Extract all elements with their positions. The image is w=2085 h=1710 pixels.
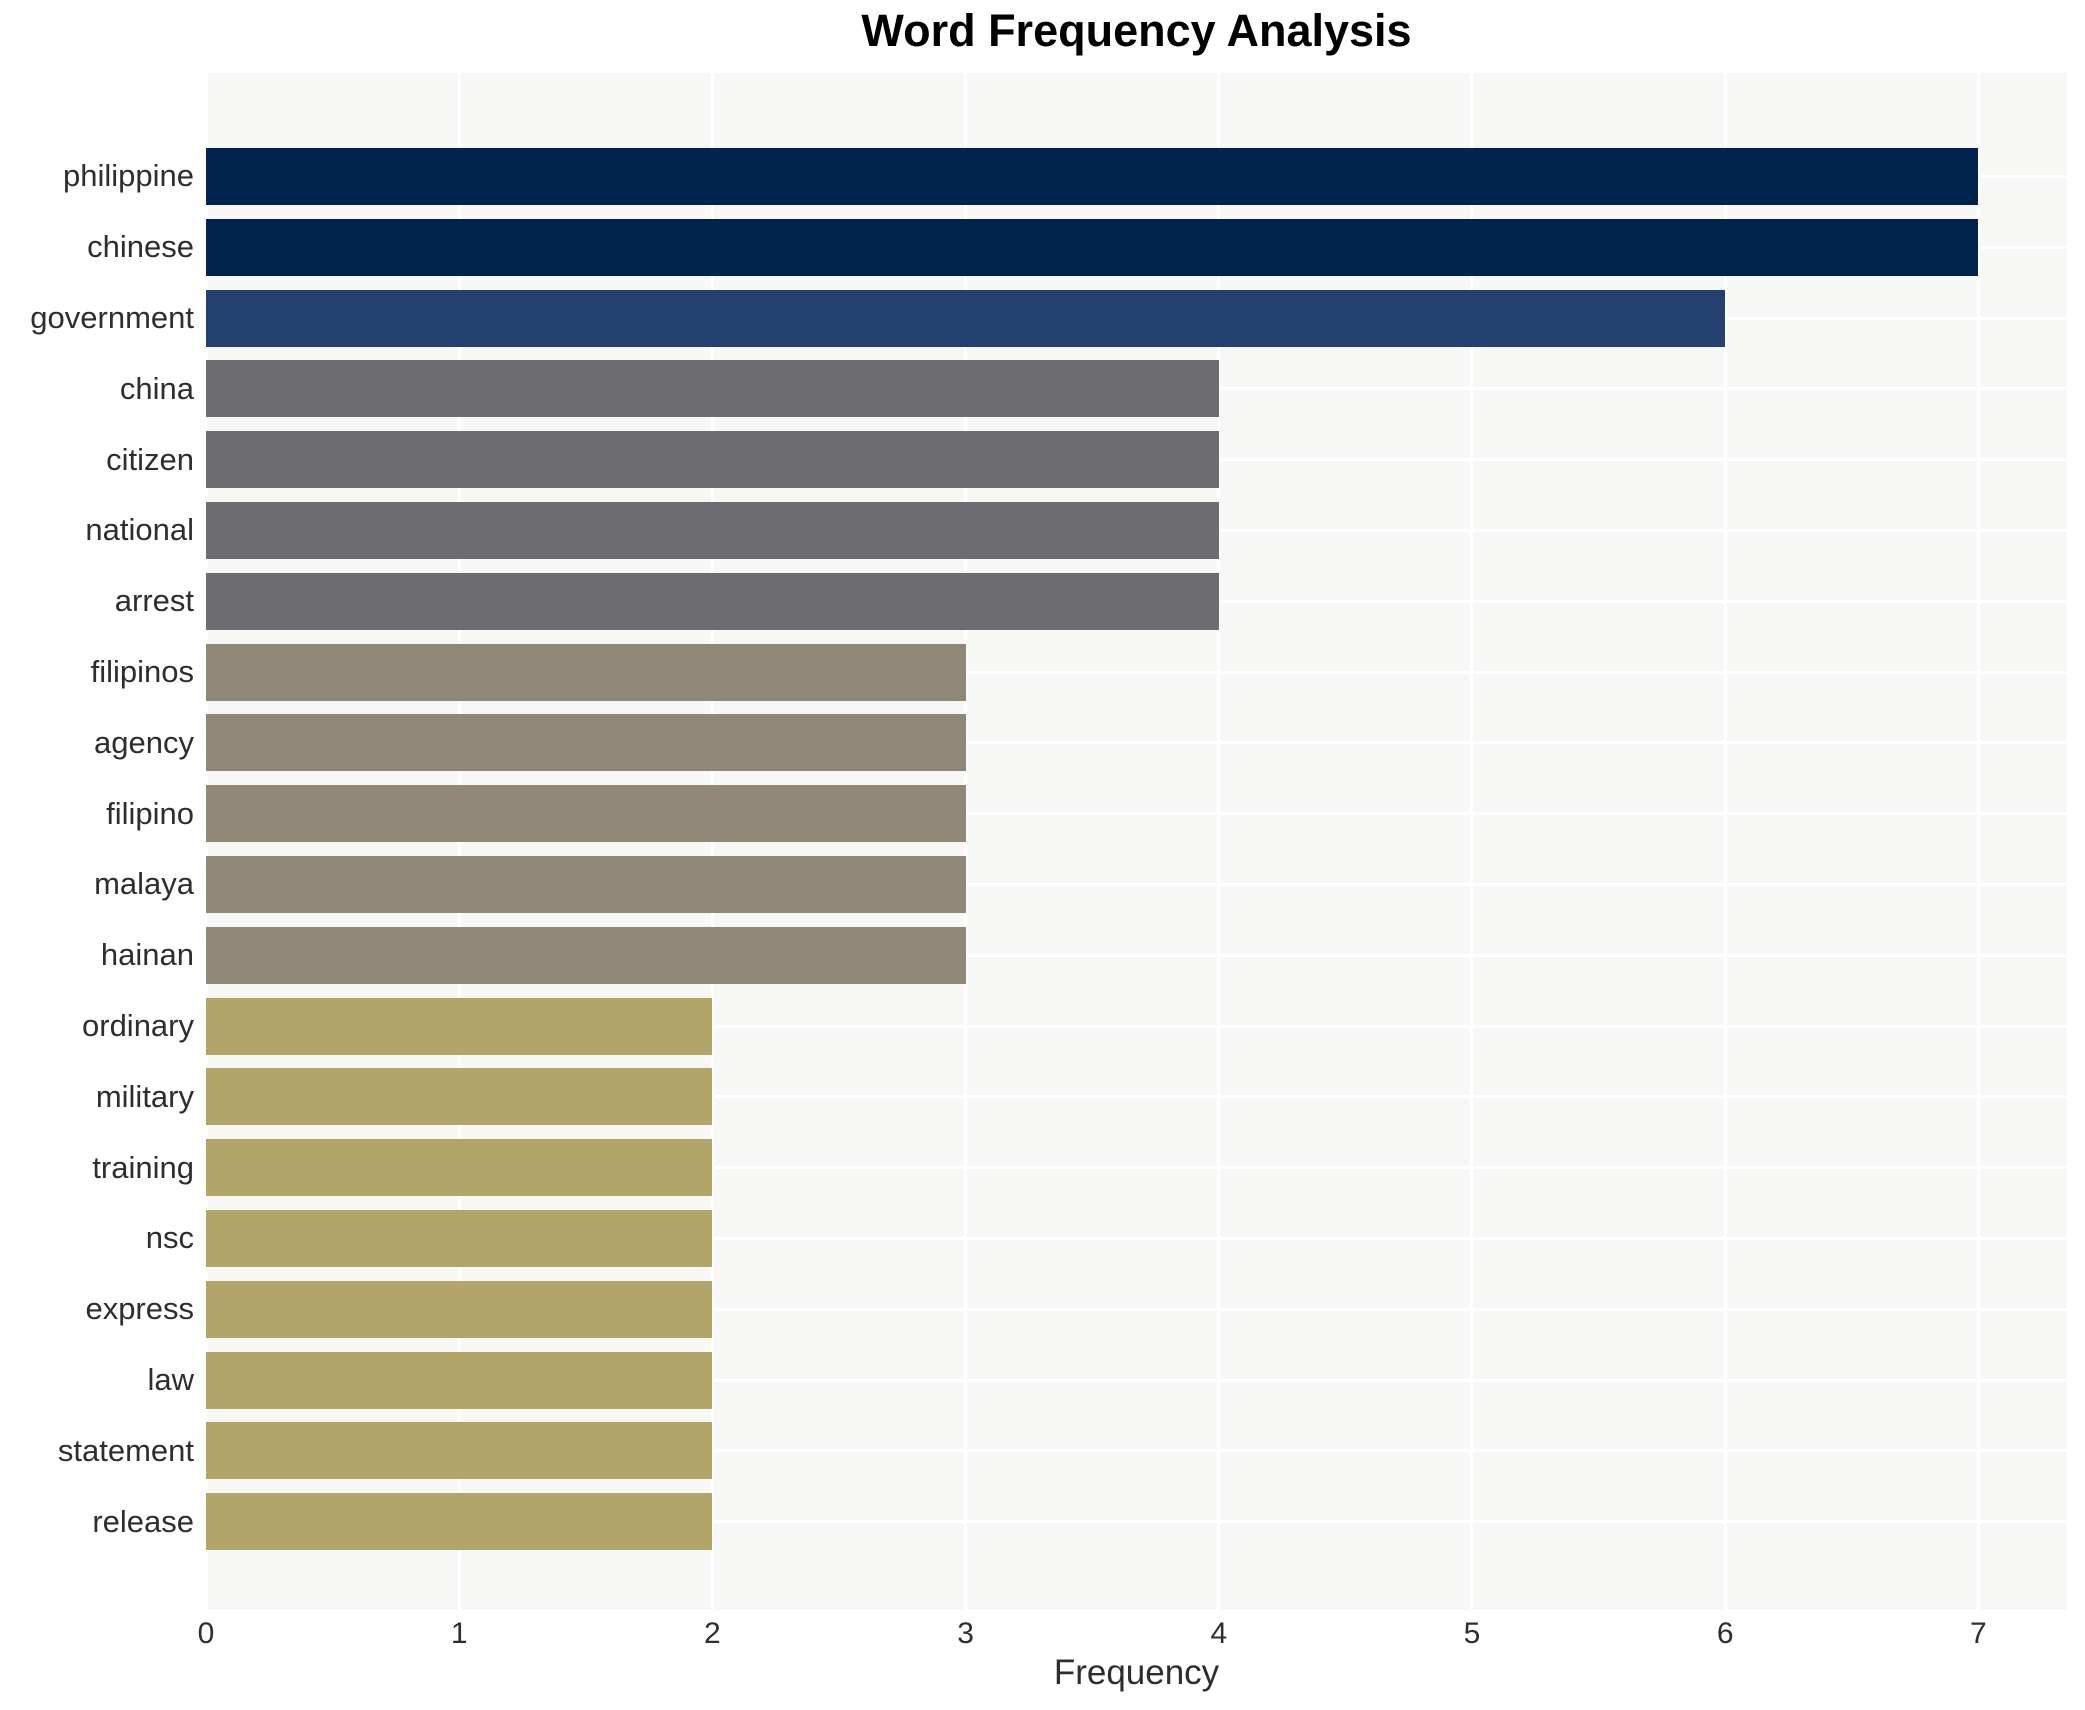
horizontal-gridline [206,741,2067,745]
horizontal-gridline [206,882,2067,886]
category-label-arrest: arrest [114,583,194,619]
category-label-release: release [92,1503,194,1539]
category-label-training: training [92,1149,194,1185]
category-label-philippine: philippine [63,158,194,194]
category-label-chinese: chinese [87,229,194,265]
vertical-gridline [1723,73,1727,1610]
bar-agency [206,714,966,772]
horizontal-gridline [206,1520,2067,1524]
chart-title: Word Frequency Analysis [861,5,1412,56]
category-label-hainan: hainan [100,937,194,973]
bar-statement [206,1422,713,1480]
horizontal-gridline [206,1236,2067,1240]
category-label-malaya: malaya [94,866,194,902]
bar-filipinos [206,643,966,701]
vertical-gridline [1217,73,1221,1610]
horizontal-gridline [206,1166,2067,1170]
category-label-ordinary: ordinary [82,1008,194,1043]
category-label-agency: agency [94,724,194,760]
bar-hainan [206,926,966,984]
bar-express [206,1280,713,1338]
horizontal-gridline [206,1449,2067,1453]
horizontal-gridline [206,1024,2067,1028]
x-tick-label: 1 [450,1617,468,1650]
horizontal-gridline [206,670,2067,674]
x-tick-label: 3 [957,1617,974,1650]
category-label-law: law [147,1362,194,1397]
bar-chinese [206,218,1979,276]
bar-filipino [206,785,966,843]
bar-training [206,1139,713,1197]
bar-ordinary [206,997,713,1055]
category-label-filipino: filipino [106,795,194,831]
y-axis-labels: philippine chinese government china citizen n… [0,73,194,1610]
bar-government [206,289,1726,347]
category-label-express: express [85,1291,194,1327]
vertical-gridline [1976,73,1980,1610]
bar-philippine [206,147,1979,205]
bar-military [206,1068,713,1126]
vertical-gridline [1470,73,1474,1610]
category-label-military: military [95,1078,194,1114]
x-tick-label: 2 [704,1617,721,1650]
horizontal-gridline [206,1378,2067,1382]
bar-law [206,1351,713,1409]
x-axis-title: Frequency [1053,1653,1220,1692]
plot-area [204,73,2067,1610]
category-label-national: national [85,512,194,548]
category-label-filipinos: filipinos [90,654,194,689]
bar-nsc [206,1209,713,1267]
bar-national [206,501,1219,559]
bar-malaya [206,855,966,913]
category-label-citizen: citizen [106,441,194,477]
horizontal-gridline [206,1307,2067,1311]
x-tick-label: 4 [1210,1617,1228,1650]
bar-arrest [206,572,1219,630]
category-label-china: china [119,370,194,406]
bar-release [206,1493,713,1551]
x-tick-label: 7 [1970,1617,1987,1650]
x-tick-label: 6 [1716,1617,1734,1650]
horizontal-gridline [206,1095,2067,1099]
category-label-nsc: nsc [145,1220,194,1256]
category-label-statement: statement [57,1432,194,1468]
bar-citizen [206,431,1219,489]
horizontal-gridline [206,812,2067,816]
horizontal-gridline [206,953,2067,957]
category-label-government: government [30,300,194,335]
x-tick-label: 5 [1463,1617,1481,1650]
vertical-gridline [964,73,968,1610]
bar-china [206,360,1219,418]
x-tick-label: 0 [197,1617,215,1650]
x-axis-ticks: 0 1 2 3 4 5 6 7 [0,1619,2085,1659]
